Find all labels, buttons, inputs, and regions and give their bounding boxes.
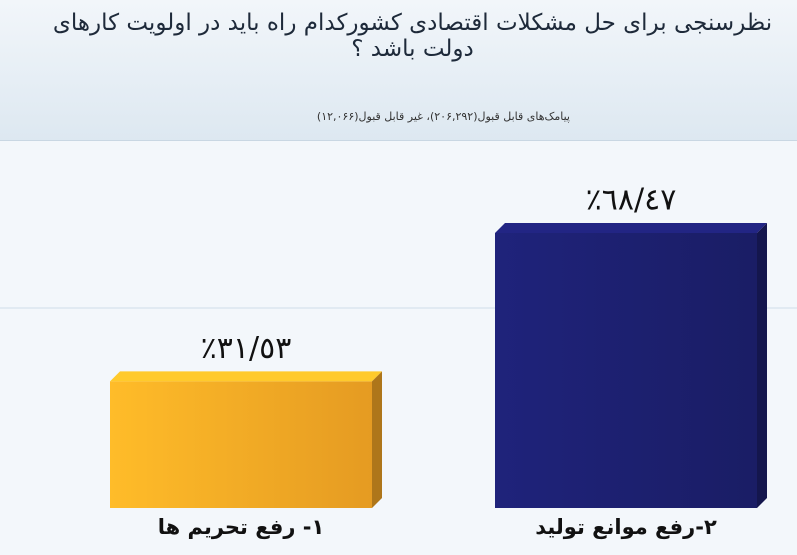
bar (495, 233, 757, 508)
bar-side-face (372, 371, 382, 508)
value-label: ٦٨/٤٧٪ (586, 183, 677, 218)
x-tick-label: ۱- رفع تحریم ها (158, 515, 325, 539)
value-label: ٣١/٥٣٪ (201, 331, 292, 366)
bar (110, 381, 372, 508)
bar-top-face (110, 371, 382, 382)
chart-subtitle: پیامک‌های قابل قبول(۲۰۶,۲۹۲)، غیر قابل ق… (316, 110, 570, 123)
bar-side-face (757, 223, 767, 508)
header-band (0, 0, 797, 141)
chart-title: نظرسنجی برای حل مشکلات اقتصادی کشورکدام … (52, 10, 773, 62)
bar-top-face (495, 223, 767, 233)
x-tick-label: ۲-رفع موانع تولید (535, 515, 717, 539)
